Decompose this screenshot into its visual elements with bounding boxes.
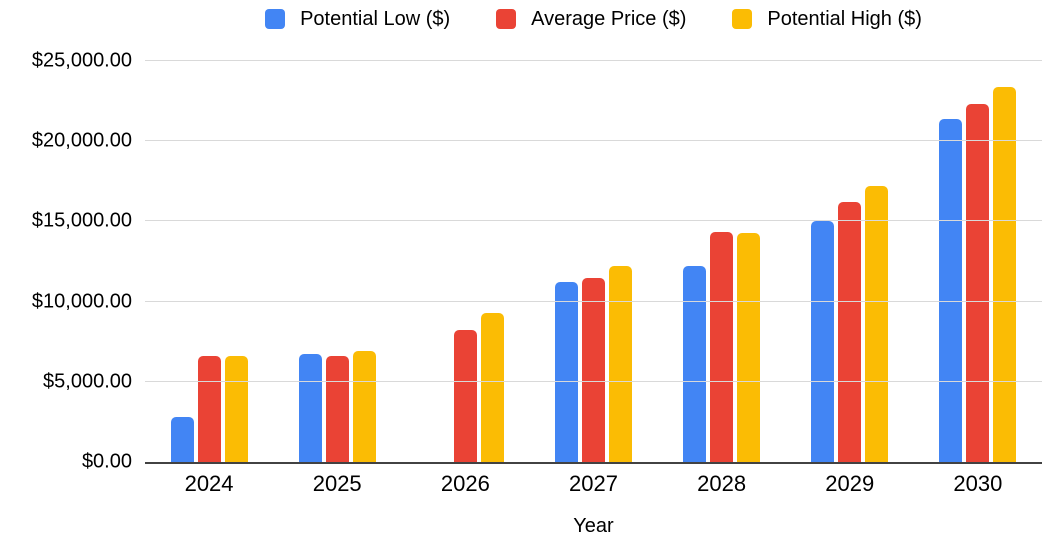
x-axis-labels: 2024 2025 2026 2027 2028 2029 2030 xyxy=(145,471,1042,497)
bar-series-1-2027[interactable] xyxy=(581,277,605,462)
x-axis-tick-label: 2030 xyxy=(953,471,1003,496)
legend-swatch-icon xyxy=(265,9,286,29)
legend: Potential Low ($) Average Price ($) Potent… xyxy=(145,5,1042,33)
bar-series-0-2028[interactable] xyxy=(683,266,707,462)
bar-series-2-2029[interactable] xyxy=(865,186,889,462)
y-axis-tick-label: $15,000.00 xyxy=(31,209,132,232)
legend-label: Potential Low ($) xyxy=(300,7,451,30)
bar-group-2030 xyxy=(939,61,1017,462)
bar-group-2024 xyxy=(170,61,248,462)
y-axis-tick-label: $0.00 xyxy=(81,450,132,473)
y-axis-tick-label: $25,000.00 xyxy=(31,49,132,72)
bar-group-2029 xyxy=(811,61,889,462)
bar-series-1-2029[interactable] xyxy=(838,202,862,462)
bar-series-1-2024[interactable] xyxy=(197,356,221,462)
legend-item-series-1[interactable]: Average Price ($) xyxy=(496,8,686,31)
y-axis-labels: $0.00 $5,000.00 $10,000.00 $15,000.00 $20,00… xyxy=(0,50,132,473)
x-axis-title: Year xyxy=(573,515,614,537)
bar-series-2-2025[interactable] xyxy=(352,351,376,462)
bar-group-2025 xyxy=(298,61,376,462)
bar-series-2-2024[interactable] xyxy=(224,356,248,462)
bar-series-1-2030[interactable] xyxy=(966,104,990,462)
bar-series-0-2024[interactable] xyxy=(170,417,194,462)
bar-series-0-2025[interactable] xyxy=(298,353,322,462)
gridline xyxy=(145,220,1042,222)
x-axis-tick-label: 2027 xyxy=(569,471,618,496)
x-axis-tick-label: 2026 xyxy=(440,471,490,496)
bar-group-2028 xyxy=(683,61,761,462)
bar-group-2027 xyxy=(554,61,632,462)
bar-series-2-2026[interactable] xyxy=(480,312,504,462)
gridline xyxy=(145,60,1042,61)
legend-item-series-0[interactable]: Potential Low ($) xyxy=(265,8,450,31)
bar-group-2026 xyxy=(426,61,504,462)
bar-series-0-2030[interactable] xyxy=(939,118,963,462)
bar-series-1-2026[interactable] xyxy=(453,330,477,462)
gridline xyxy=(145,300,1042,302)
legend-swatch-icon xyxy=(732,9,753,29)
x-axis-tick-label: 2025 xyxy=(312,471,362,496)
legend-swatch-icon xyxy=(496,9,517,29)
y-axis-tick-label: $20,000.00 xyxy=(31,129,132,152)
bar-series-2-2030[interactable] xyxy=(993,86,1017,462)
y-axis-tick-label: $5,000.00 xyxy=(43,370,132,393)
legend-label: Average Price ($) xyxy=(531,7,687,30)
bar-series-2-2028[interactable] xyxy=(737,232,761,462)
bars-row xyxy=(145,61,1042,462)
gridline xyxy=(145,380,1042,382)
y-axis-tick-label: $10,000.00 xyxy=(31,290,132,313)
bar-series-2-2027[interactable] xyxy=(608,265,632,462)
bar-series-0-2027[interactable] xyxy=(554,281,578,462)
legend-item-series-2[interactable]: Potential High ($) xyxy=(732,8,922,31)
gridline xyxy=(145,140,1042,142)
bar-series-1-2028[interactable] xyxy=(710,231,734,462)
bar-series-1-2025[interactable] xyxy=(325,356,349,462)
x-axis-tick-label: 2028 xyxy=(697,471,747,496)
plot-area xyxy=(145,60,1042,464)
bar-series-0-2029[interactable] xyxy=(811,221,835,462)
x-axis-tick-label: 2029 xyxy=(825,471,875,496)
x-axis-tick-label: 2024 xyxy=(184,471,234,496)
legend-label: Potential High ($) xyxy=(767,7,922,30)
